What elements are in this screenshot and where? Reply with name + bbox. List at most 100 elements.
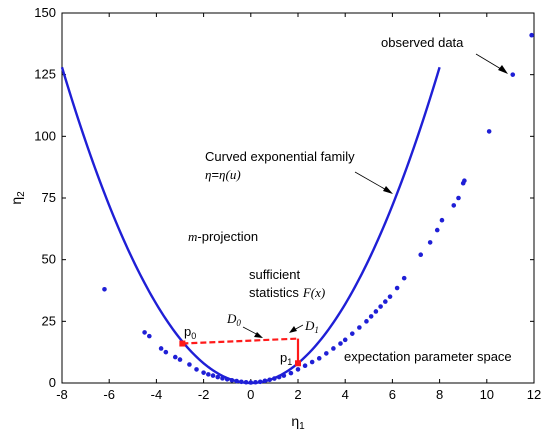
- x-tick-label: 8: [436, 387, 443, 402]
- observed-point: [302, 363, 308, 369]
- x-ticks: -8 -6 -4 -2 0 2 4 6 8 10 12: [56, 13, 541, 402]
- scatter-series: [102, 32, 534, 385]
- observed-point: [253, 379, 258, 385]
- observed-point: [147, 333, 152, 339]
- observed-point: [257, 379, 263, 385]
- observed-point: [486, 129, 492, 134]
- d1-label: D1: [304, 318, 319, 335]
- p0-point: [179, 340, 186, 347]
- observed-point: [224, 377, 230, 382]
- observed-point: [373, 309, 379, 314]
- observed-point: [439, 217, 445, 223]
- observed-point: [220, 376, 225, 381]
- y-ticks: 0 25 50 75 100 125 150: [34, 5, 534, 390]
- observed-point: [206, 372, 211, 377]
- observed-point: [272, 376, 277, 381]
- observed-point: [349, 331, 355, 336]
- observed-point: [510, 72, 516, 77]
- observed-point: [295, 367, 301, 372]
- x-tick-label: 0: [247, 387, 254, 402]
- eta-equation-label: η=η(u): [205, 167, 241, 182]
- observed-point: [194, 367, 199, 372]
- x-tick-label: -4: [151, 387, 163, 402]
- observed-point: [248, 380, 254, 385]
- x-tick-label: -6: [103, 387, 115, 402]
- observed-point: [102, 286, 107, 292]
- projection-series: [179, 337, 301, 367]
- y-tick-label: 50: [42, 252, 56, 267]
- observed-point: [239, 379, 244, 385]
- x-tick-label: 6: [389, 387, 396, 402]
- observed-point: [357, 325, 362, 330]
- y-tick-label: 25: [42, 313, 56, 328]
- observed-point: [234, 378, 239, 384]
- x-tick-label: 10: [480, 387, 494, 402]
- observed-point: [210, 373, 216, 378]
- observed-point: [338, 341, 343, 346]
- observed-point: [394, 285, 400, 291]
- observed-point: [177, 357, 183, 362]
- observed-point: [418, 252, 424, 258]
- observed-point: [342, 337, 348, 343]
- p1-point: [295, 360, 301, 367]
- observed-point: [158, 346, 164, 351]
- observed-point: [378, 304, 383, 309]
- y-tick-label: 150: [34, 5, 56, 20]
- p1-label: p1: [280, 350, 292, 367]
- x-tick-label: 2: [294, 387, 301, 402]
- m-projection-label: m-projection: [188, 229, 258, 244]
- observed-data-arrowhead: [498, 65, 508, 74]
- observed-point: [401, 275, 407, 281]
- x-tick-label: -8: [56, 387, 68, 402]
- observed-point: [462, 178, 467, 184]
- observed-data-label: observed data: [381, 35, 464, 50]
- x-axis-label: η1: [291, 413, 305, 432]
- observed-point: [276, 374, 282, 380]
- observed-point: [434, 227, 440, 233]
- observed-point: [387, 294, 393, 299]
- observed-point: [529, 32, 534, 38]
- curved-family-arrow: [354, 171, 391, 193]
- projection-dashed-line: [182, 337, 299, 345]
- x-tick-label: 12: [527, 387, 541, 402]
- curved-family-label: Curved exponential family: [205, 149, 355, 164]
- p0-label: p0: [184, 324, 196, 341]
- observed-point: [142, 330, 147, 335]
- y-tick-label: 100: [34, 128, 56, 143]
- observed-point: [324, 351, 329, 356]
- x-tick-label: 4: [342, 387, 349, 402]
- d1-arrowhead: [289, 326, 297, 333]
- x-tick-label: -2: [198, 387, 210, 402]
- observed-point: [262, 378, 268, 384]
- observed-point: [267, 377, 272, 383]
- expectation-space-label: expectation parameter space: [344, 349, 512, 364]
- observed-point: [201, 370, 206, 375]
- plot-area: [61, 12, 535, 384]
- observed-point: [309, 359, 315, 365]
- observed-point: [243, 379, 249, 385]
- observed-point: [172, 354, 178, 360]
- observed-point: [187, 362, 192, 367]
- observed-point: [368, 314, 374, 319]
- observed-point: [331, 346, 336, 351]
- observed-point: [163, 349, 169, 355]
- observed-point: [427, 240, 433, 245]
- observed-point: [456, 195, 461, 201]
- curved-family-arrowhead: [383, 186, 393, 194]
- y-tick-label: 125: [34, 67, 56, 82]
- y-axis-label: η2: [8, 191, 27, 205]
- observed-point: [316, 356, 322, 361]
- sufficient-label: sufficient: [249, 267, 300, 282]
- observed-point: [364, 319, 369, 324]
- observed-point: [215, 374, 221, 380]
- d0-arrowhead: [254, 332, 263, 338]
- y-tick-label: 0: [49, 375, 56, 390]
- observed-point: [383, 299, 388, 304]
- observed-point: [229, 377, 235, 383]
- d0-label: D0: [226, 311, 241, 328]
- statistics-label: statistics F(x): [249, 285, 325, 300]
- y-tick-label: 75: [42, 190, 56, 205]
- observed-point: [288, 370, 294, 376]
- observed-point: [281, 373, 287, 378]
